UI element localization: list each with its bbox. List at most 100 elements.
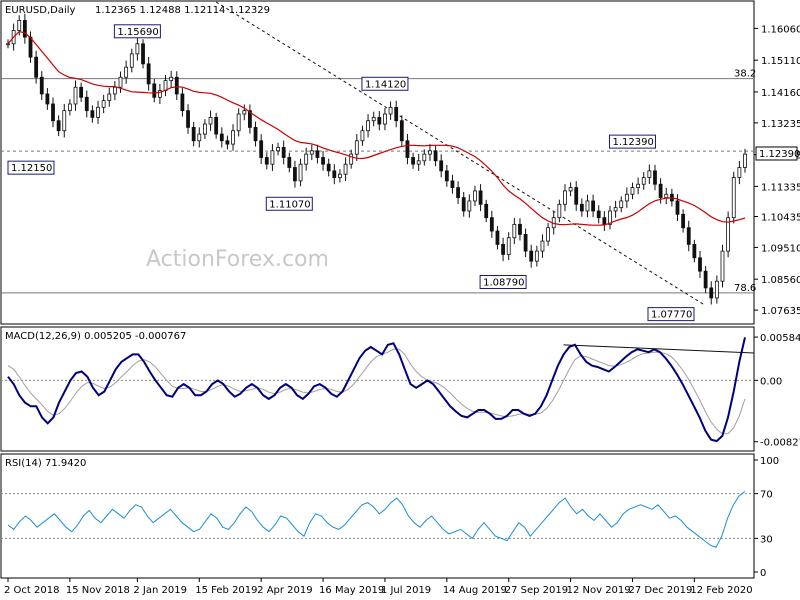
x-tick-label: 12 Nov 2019 [567,585,631,596]
candle-body [433,150,438,162]
candle-body [501,244,505,255]
candle-body [135,43,140,55]
current-price-marker: 1.12390 [755,146,800,161]
candle-body [692,244,697,259]
candle-body [484,203,489,219]
y-tick-label: 1.08560 [761,275,800,286]
candle-body [641,177,646,185]
price-panel-frame [0,0,755,325]
candle-body [236,113,241,132]
candle-body [591,200,595,212]
candle-body [360,130,365,142]
candle-body [388,106,393,115]
candle-body [22,19,27,38]
current-price-box [755,146,798,161]
candle-body [461,197,466,212]
x-tick-label: 2 Apr 2019 [257,585,312,596]
candle-body [658,183,663,199]
candle-body [129,53,134,68]
candle-body [664,193,669,199]
candle-body [180,93,185,112]
candle-body [197,133,202,142]
candle-body [371,116,376,122]
candle-body [489,217,494,232]
candle-body [281,147,286,158]
annotation-box [265,196,313,211]
annotation-box [361,76,409,91]
candle-body [579,203,584,212]
candle-body [62,110,67,132]
x-tick-label: 15 Nov 2018 [66,585,130,596]
macd-tick-label: -0.008276 [760,438,800,449]
candle-body [163,80,168,92]
macd-y-axis: 0.005847 0.00 -0.008276 [754,333,800,449]
candle-body [619,200,624,209]
macd-line [7,337,746,443]
x-tick-label: 14 Aug 2019 [443,585,507,596]
candle-body [343,163,348,175]
candle-body [118,76,123,88]
candle-body [169,76,174,81]
candle-body [276,147,280,152]
x-tick-label: 27 Sep 2019 [505,585,568,596]
y-tick-label: 1.16060 [761,24,800,35]
candle-body [219,133,224,142]
moving-average-line [7,30,746,226]
candle-body [613,207,618,212]
y-tick-label: 1.13235 [761,119,800,130]
price-y-axis: 1.160601.151101.141601.132351.122851.113… [754,24,800,317]
candle-body [411,157,415,165]
candle-body [540,240,545,252]
candles [6,13,747,305]
candle-body [84,96,89,112]
candle-body [439,160,444,172]
candle-body [326,163,331,172]
candle-body [675,200,680,215]
candle-body [248,110,252,128]
candle-body [28,36,33,58]
candle-body [630,187,635,195]
annotation-label: 1.08790 [483,278,524,289]
macd-tick-label: 0.00 [760,376,782,387]
annotation-box [608,134,656,149]
macd-panel-frame [0,326,755,452]
price-annotations: 1.15690 1.14120 1.12150 1.11070 1.12390 1.087… [7,24,695,322]
candle-body [529,250,534,262]
candle-body [51,103,55,122]
rsi-tick-label: 70 [760,490,773,501]
annotation-label: 1.12150 [11,163,52,174]
candle-body [332,170,337,178]
candle-body [602,217,607,225]
x-tick-label: 12 Feb 2020 [690,585,752,596]
annotation-label: 1.12390 [612,137,653,148]
candle-body [101,100,106,108]
candle-body [568,187,573,192]
candle-body [90,110,95,118]
candle-body [557,203,562,219]
candle-body [737,167,742,178]
candle-body [546,227,550,242]
x-tick-label: 2 Oct 2018 [4,585,59,596]
rsi-levels [1,493,754,539]
candle-body [720,250,725,282]
candle-body [563,190,567,205]
macd-panel: MACD(12,26,9) 0.005205 -0.000767 0.00584… [0,326,800,452]
candle-body [731,177,736,219]
candle-body [428,150,432,155]
candle-body [405,140,410,158]
rsi-tick-label: 100 [760,456,779,467]
candle-body [56,120,61,132]
rsi-tick-label: 30 [760,534,773,545]
x-tick-label: 2 Jan 2019 [133,585,187,596]
candle-body [478,190,483,205]
candle-body [6,43,10,46]
candle-body [203,123,207,135]
y-tick-label: 1.14160 [761,88,800,99]
candle-body [596,210,601,219]
annotation-label: 1.11070 [269,199,310,210]
candle-body [293,167,297,182]
candle-body [624,193,629,202]
rsi-line [7,491,746,549]
candle-body [495,230,500,245]
